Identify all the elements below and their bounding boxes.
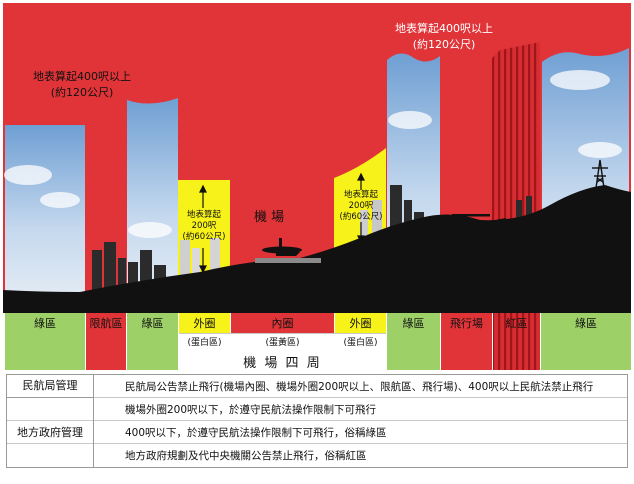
outer-left-line2: 200呎: [191, 221, 217, 231]
left-height-line2: (約120公尺): [50, 86, 114, 99]
zone-label-green-3: 綠區: [402, 317, 425, 330]
legend-row-green: 400呎以下，於遵守民航法操作限制下可飛行，俗稱綠區: [7, 421, 627, 444]
zone-label-airfield: 飛行場: [450, 317, 483, 330]
right-height-label: 地表算起400呎以上 (約120公尺): [384, 20, 504, 52]
legend-text-green: 400呎以下，於遵守民航法操作限制下可飛行，俗稱綠區: [125, 427, 387, 439]
outer-right-line1: 地表算起: [343, 190, 378, 200]
sub-label-outer-right: (蛋白區): [343, 338, 378, 348]
terrain: [3, 185, 631, 313]
right-height-line1: 地表算起400呎以上: [395, 22, 493, 35]
legend-row-striped: 地方政府規劃及代中央機關公告禁止飛行，俗稱紅區: [7, 444, 627, 466]
sky-green-zone-center-left: [127, 98, 178, 312]
zone-label-green-2: 綠區: [141, 317, 164, 330]
zone-label-green-4: 綠區: [575, 317, 597, 330]
legend-category-local-gov: 地方政府管理: [7, 398, 94, 467]
legend-row-red: 民航局公告禁止飛行(機場內圈、機場外圈200呎以上、限航區、飛行場)、400呎以…: [7, 375, 627, 398]
zone-label-red-zone: 紅區: [505, 317, 528, 330]
outer-right-line2: 200呎: [348, 201, 374, 211]
zone-bar: [5, 313, 631, 370]
airplane-icon: [262, 238, 302, 256]
helicopter-icon: [452, 214, 506, 235]
legend-text-red: 民航局公告禁止飛行(機場內圈、機場外圈200呎以上、限航區、飛行場)、400呎以…: [125, 381, 594, 393]
outer-right-line3: (約60公尺): [339, 212, 383, 222]
sub-label-outer-left: (蛋白區): [187, 338, 222, 348]
legend-row-yellow: 機場外圈200呎以下，於遵守民航法操作限制下可飛行: [7, 398, 627, 421]
surroundings-label: 機 場 四 周: [243, 356, 322, 371]
legend-text-striped: 地方政府規劃及代中央機關公告禁止飛行，俗稱紅區: [125, 450, 367, 462]
runway: [255, 258, 321, 263]
sub-label-inner: (蛋黃區): [265, 338, 300, 348]
legend-category-caa: 民航局管理: [7, 375, 94, 398]
right-height-line2: (約120公尺): [412, 38, 476, 51]
outer-left-line1: 地表算起: [186, 210, 221, 220]
zone-label-green-1: 綠區: [34, 317, 56, 330]
left-height-label: 地表算起400呎以上 (約120公尺): [22, 68, 142, 100]
zone-label-outer-left: 外圈: [193, 317, 216, 330]
sky-green-zone-left: [5, 125, 85, 312]
clouds: [4, 70, 622, 238]
power-tower-icon: [592, 159, 608, 189]
legend-text-yellow: 機場外圈200呎以下，於遵守民航法操作限制下可飛行: [125, 404, 377, 416]
outer-ring-right-label: 地表算起 200呎 (約60公尺): [335, 190, 387, 223]
legend: 民航局公告禁止飛行(機場內圈、機場外圈200呎以上、限航區、飛行場)、400呎以…: [6, 374, 628, 468]
zone-label-inner: 內圈: [271, 317, 294, 330]
outer-left-line3: (約60公尺): [182, 232, 226, 242]
height-arrows: [199, 172, 365, 274]
outer-ring-left-label: 地表算起 200呎 (約60公尺): [178, 210, 230, 243]
left-height-line1: 地表算起400呎以上: [33, 70, 131, 83]
airport-label: 機 場: [254, 210, 285, 225]
zone-label-restricted: 限航區: [89, 317, 123, 330]
zone-label-outer-right: 外圈: [349, 317, 372, 330]
